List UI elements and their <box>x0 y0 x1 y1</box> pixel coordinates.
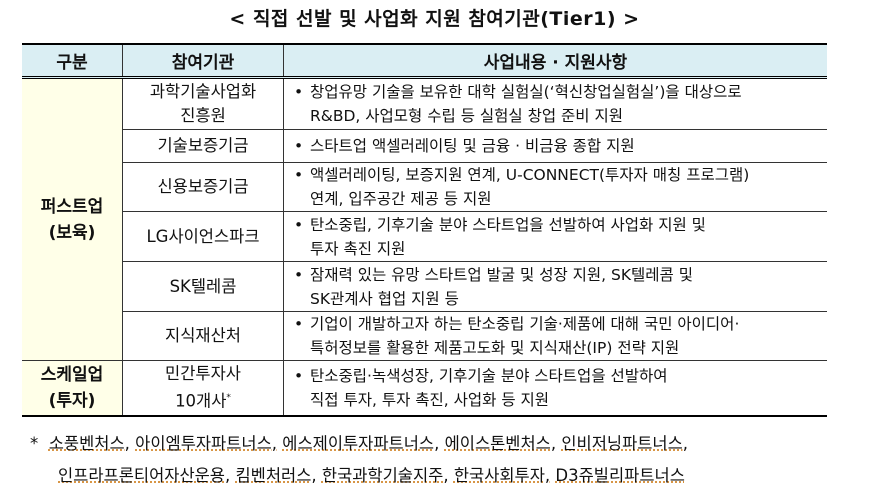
description-cell: • 액셀러레이팅, 보증지원 연계, U-CONNECT(투자자 매칭 프로그램)… <box>283 162 827 212</box>
organization-name: 민간투자사 <box>165 364 241 383</box>
bullet-icon: • <box>294 166 304 184</box>
organization-name: 과학기술사업화 <box>149 82 257 101</box>
organization-cell: 신용보증기금 <box>122 162 284 212</box>
description-line: 연계, 입주공간 제공 등 지원 <box>310 190 492 208</box>
investor-name: D3쥬빌리파트너스 <box>555 466 685 485</box>
table-header-row: 구분 참여기관 사업내용 · 지원사항 <box>22 43 827 79</box>
investor-name: 에이스톤벤처스, <box>444 434 557 453</box>
description-line: 스타트업 액셀러레이팅 및 금융 · 비금융 종합 지원 <box>310 137 635 155</box>
bullet-icon: • <box>294 366 304 385</box>
organization-cell: 지식재산처 <box>122 311 284 361</box>
header-category: 구분 <box>22 43 123 79</box>
investor-name: 킴벤처러스, <box>235 466 317 485</box>
organization-name-line2: 10개사 <box>175 391 227 411</box>
table-row: SK텔레콤 • 잠재력 있는 유망 스타트업 발굴 및 성장 지원, SK텔레콤 및… <box>22 261 827 312</box>
description-line: 잠재력 있는 유망 스타트업 발굴 및 성장 지원, SK텔레콤 및 <box>310 265 693 284</box>
table-row: 스케일업 (투자) 민간투자사 10개사* • 탄소중립·녹색성장, 기후기술 분야 스타… <box>22 360 827 417</box>
organization-name-line2: 진흥원 <box>180 106 226 125</box>
description-line: R&BD, 사업모형 수립 등 실험실 창업 준비 지원 <box>310 107 624 125</box>
bullet-icon: • <box>294 83 304 101</box>
page-title: < 직접 선발 및 사업화 지원 참여기관(Tier1) > <box>229 8 640 30</box>
category-sublabel: (보육) <box>48 222 96 243</box>
category-cell: 퍼스트업 (보육) <box>22 77 123 361</box>
investor-name: 한국사회투자, <box>453 466 551 485</box>
organization-name: 지식재산처 <box>165 326 241 345</box>
category-label: 스케일업 <box>40 364 104 385</box>
investor-name: 아이엠투자파트너스, <box>135 434 278 453</box>
bullet-icon: • <box>294 265 304 284</box>
description-line: 직접 투자, 투자 촉진, 사업화 등 지원 <box>310 390 550 409</box>
organization-name: 기술보증기금 <box>157 136 249 155</box>
investor-name: 에스제이투자파트너스, <box>282 434 440 453</box>
category-cell: 스케일업 (투자) <box>22 360 123 417</box>
category-label: 퍼스트업 <box>40 196 104 217</box>
description-line: 탄소중립·녹색성장, 기후기술 분야 스타트업을 선발하여 <box>310 366 668 385</box>
description-line: 탄소중립, 기후기술 분야 스타트업을 선발하여 사업화 지원 및 <box>310 215 706 234</box>
organization-name: SK텔레콤 <box>169 276 237 296</box>
footnote-line-1: * 소풍벤처스, 아이엠투자파트너스, 에스제이투자파트너스, 에이스톤벤처스,… <box>30 428 688 460</box>
investor-name: 인프라프론티어자산운용, <box>58 466 231 485</box>
category-sublabel: (투자) <box>48 390 96 411</box>
description-line: 창업유망 기술을 보유한 대학 실험실(‘혁신창업실험실’)을 대상으로 <box>310 83 742 101</box>
footnote-ref: * <box>226 393 231 403</box>
investor-name: 소풍벤처스, <box>48 434 130 453</box>
bullet-icon: • <box>294 137 304 155</box>
footnote-line-2: 인프라프론티어자산운용, 킴벤처러스, 한국과학기술지주, 한국사회투자, D3… <box>30 460 688 492</box>
organization-cell: 기술보증기금 <box>122 129 284 163</box>
footnote: * 소풍벤처스, 아이엠투자파트너스, 에스제이투자파트너스, 에이스톤벤처스,… <box>30 428 688 492</box>
table-row: 기술보증기금 • 스타트업 액셀러레이팅 및 금융 · 비금융 종합 지원 <box>22 129 827 163</box>
description-cell: • 스타트업 액셀러레이팅 및 금융 · 비금융 종합 지원 <box>283 129 827 163</box>
table-row: 신용보증기금 • 액셀러레이팅, 보증지원 연계, U-CONNECT(투자자 매칭… <box>22 162 827 212</box>
organization-cell: SK텔레콤 <box>122 261 284 312</box>
organization-name: 신용보증기금 <box>157 177 249 196</box>
organization-cell: 민간투자사 10개사* <box>122 360 284 417</box>
table-row: LG사이언스파크 • 탄소중립, 기후기술 분야 스타트업을 선발하여 사업화 지원… <box>22 211 827 262</box>
description-cell: • 잠재력 있는 유망 스타트업 발굴 및 성장 지원, SK텔레콤 및 SK관계사… <box>283 261 827 312</box>
description-line: SK관계사 협업 지원 등 <box>310 289 459 308</box>
investor-name: 인비저닝파트너스, <box>561 434 689 453</box>
description-cell: • 창업유망 기술을 보유한 대학 실험실(‘혁신창업실험실’)을 대상으로 R&B… <box>283 77 827 130</box>
description-line: 액셀러레이팅, 보증지원 연계, U-CONNECT(투자자 매칭 프로그램) <box>310 166 750 184</box>
table-row: 지식재산처 • 기업이 개발하고자 하는 탄소중립 기술·제품에 대해 국민 아이디… <box>22 311 827 361</box>
investor-name: 한국과학기술지주, <box>321 466 449 485</box>
organization-name: LG사이언스파크 <box>146 226 260 246</box>
description-line: 기업이 개발하고자 하는 탄소중립 기술·제품에 대해 국민 아이디어· <box>310 315 740 333</box>
bullet-icon: • <box>294 215 304 234</box>
bullet-icon: • <box>294 315 304 333</box>
header-organization: 참여기관 <box>122 43 284 79</box>
organization-cell: LG사이언스파크 <box>122 211 284 262</box>
description-line: 특허정보를 활용한 제품고도화 및 지식재산(IP) 전략 지원 <box>310 339 680 357</box>
footnote-mark: * <box>30 434 39 453</box>
description-line: 투자 촉진 지원 <box>310 239 406 258</box>
description-cell: • 기업이 개발하고자 하는 탄소중립 기술·제품에 대해 국민 아이디어· 특허정… <box>283 311 827 361</box>
header-description: 사업내용 · 지원사항 <box>283 43 827 79</box>
